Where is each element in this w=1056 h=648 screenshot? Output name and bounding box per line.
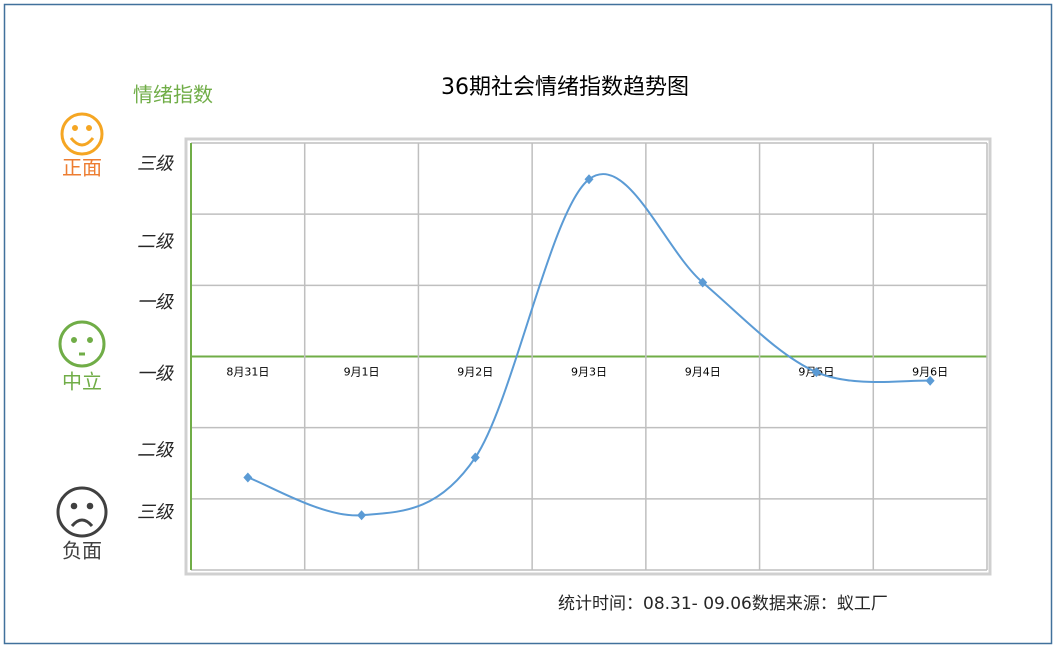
marker [584, 174, 594, 185]
marker [470, 452, 480, 463]
sad-face [56, 486, 108, 538]
mood-label: 正面 [62, 156, 102, 180]
y-tick-label: 一级 [137, 292, 174, 313]
y-tick-label: 二级 [137, 232, 174, 253]
x-tick-label: 9月1日 [344, 366, 380, 379]
x-tick-label: 9月6日 [912, 366, 948, 379]
source-note: 统计时间：08.31- 09.06数据来源：蚁工厂 [558, 594, 888, 614]
chart-title: 36期社会情绪指数趋势图 [441, 75, 689, 100]
marker [925, 375, 935, 386]
mood-label: 负面 [62, 539, 102, 563]
y-tick-label: 一级 [137, 363, 174, 384]
marker [811, 367, 821, 378]
x-tick-label: 8月31日 [226, 366, 269, 379]
happy-face [60, 112, 104, 156]
marker [698, 277, 708, 288]
x-tick-label: 9月2日 [457, 366, 493, 379]
marker [243, 472, 253, 483]
x-tick-label: 9月4日 [685, 366, 721, 379]
y-tick-label: 二级 [137, 440, 174, 461]
line [247, 173, 931, 517]
plot-border [184, 137, 992, 576]
x-tick-label: 9月3日 [571, 366, 607, 379]
mood-label: 中立 [62, 370, 102, 394]
y-tick-label: 三级 [137, 153, 174, 174]
y-title: 情绪指数 [133, 83, 213, 107]
y-tick-label: 三级 [137, 502, 174, 523]
neutral-face [58, 320, 106, 368]
marker [357, 510, 367, 521]
